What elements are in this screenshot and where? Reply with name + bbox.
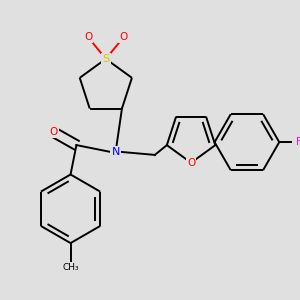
Text: O: O [187,158,195,168]
Text: O: O [84,32,92,42]
Text: CH₃: CH₃ [62,263,79,272]
Text: S: S [102,54,110,64]
Text: O: O [119,32,128,42]
Text: O: O [50,128,58,137]
Text: N: N [111,147,120,157]
Text: F: F [296,137,300,147]
